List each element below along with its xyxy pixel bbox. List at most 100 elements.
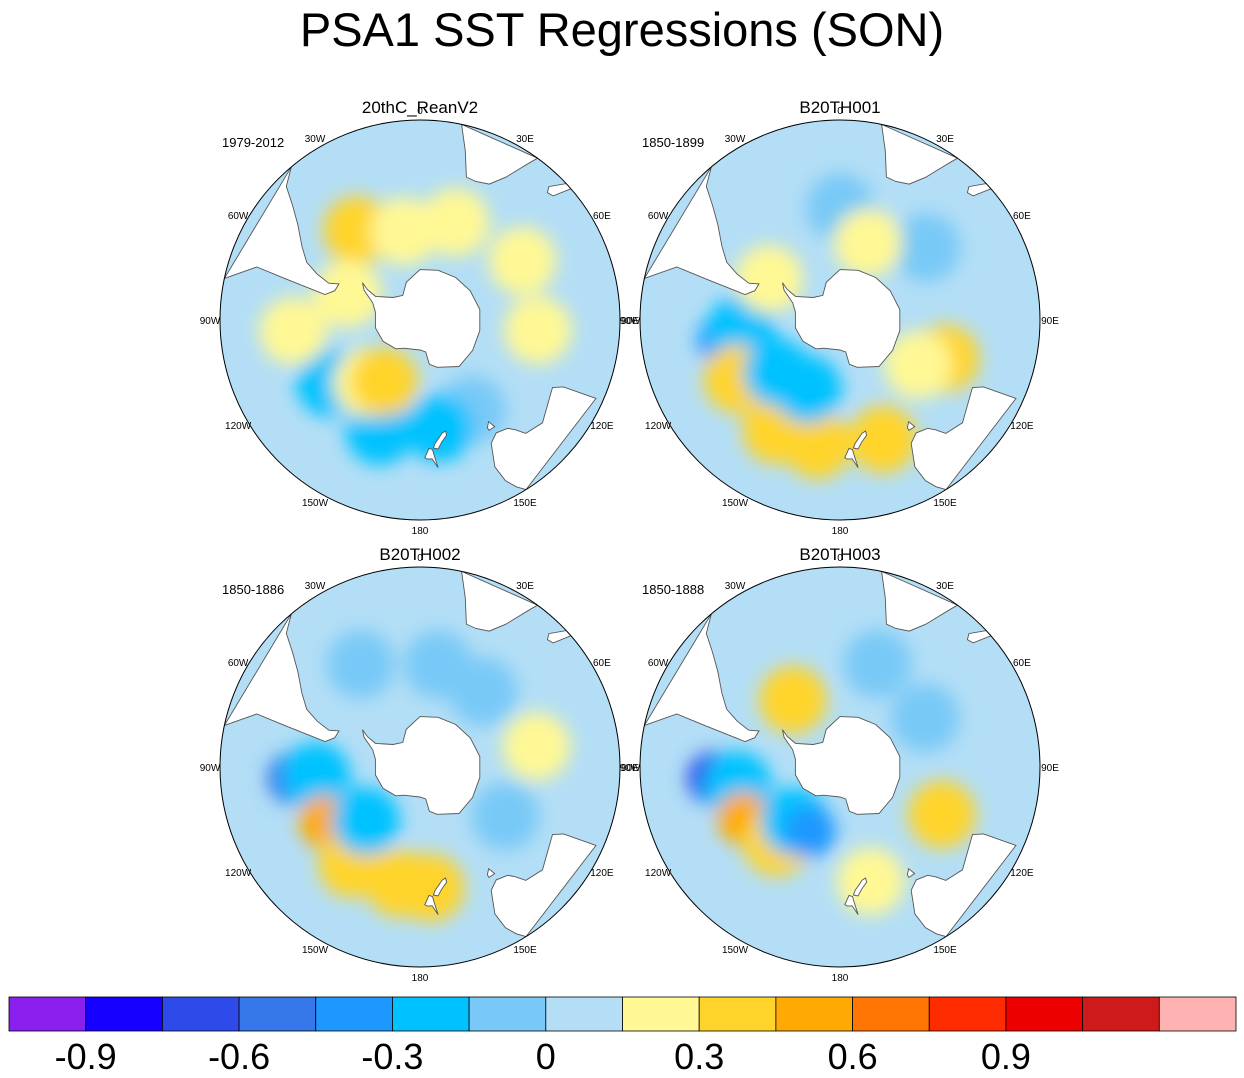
colorbar-swatch	[468, 996, 547, 1032]
longitude-label: 0	[837, 553, 843, 564]
colorbar-tick-label: -0.6	[208, 1036, 270, 1077]
panel-period: 1850-1886	[222, 582, 284, 597]
antarctica-landmass	[362, 716, 481, 815]
longitude-label: 150W	[302, 498, 329, 509]
anomaly-blob	[350, 347, 419, 416]
longitude-label: 180	[412, 973, 429, 984]
longitude-label: 0	[417, 553, 423, 564]
tasmania-landmass	[906, 420, 916, 432]
africa-landmass	[881, 123, 959, 185]
map-border	[219, 566, 621, 968]
longitude-label: 90E	[621, 316, 639, 327]
new-zealand-south-landmass	[852, 430, 868, 450]
anomaly-blob	[488, 226, 557, 295]
colorbar-swatch	[1158, 996, 1237, 1032]
madagascar-landmass	[546, 183, 572, 197]
longitude-label: 60E	[1013, 658, 1031, 669]
colorbar-swatch	[392, 996, 470, 1032]
colorbar-swatch	[161, 996, 240, 1032]
colorbar-swatch	[698, 996, 777, 1032]
longitude-label: 60E	[593, 211, 611, 222]
longitude-label: 90W	[620, 316, 641, 327]
map-border	[219, 119, 621, 521]
anomaly-blob	[502, 712, 571, 781]
new-zealand-south-landmass	[432, 430, 448, 450]
longitude-label: 150E	[513, 498, 537, 509]
antarctica-landmass	[782, 716, 901, 815]
anomaly-blob	[891, 683, 960, 752]
colorbar-swatch	[85, 996, 163, 1032]
map-panel-3: B20TH002 1850-1886 0 30E 60E 90E 120E 150E 180 15…	[200, 545, 640, 984]
new-zealand-north-landmass	[844, 447, 859, 468]
longitude-label: 150W	[722, 498, 749, 509]
anomaly-blob	[849, 405, 918, 474]
longitude-label: 120E	[1010, 421, 1034, 432]
colorbar-tick-label: -0.3	[361, 1036, 423, 1077]
colorbar-tick-label: -0.9	[55, 1036, 117, 1077]
colorbar-tick-label: 0.3	[674, 1036, 724, 1077]
anomaly-blob	[282, 742, 351, 811]
longitude-label: 30W	[725, 134, 746, 145]
colorbar-swatch	[315, 996, 393, 1032]
longitude-label: 30E	[516, 581, 534, 592]
longitude-label: 90W	[200, 763, 221, 774]
anomaly-blob	[759, 665, 827, 734]
anomaly-blob	[259, 297, 328, 366]
new-zealand-south-landmass	[852, 877, 868, 897]
longitude-label: 90E	[1041, 763, 1059, 774]
colorbar-swatch	[775, 996, 853, 1032]
longitude-label: 30W	[725, 581, 746, 592]
figure-title: PSA1 SST Regressions (SON)	[299, 3, 945, 56]
longitude-label: 60W	[648, 658, 669, 669]
colorbar-swatch	[8, 996, 87, 1032]
anomaly-blob	[834, 209, 902, 277]
colorbar-tick-label: 0.9	[981, 1036, 1031, 1077]
map-panel-1: 20thC_ReanV2 1979-2012 0 30E 60E 90E 120E 150E 1…	[200, 98, 640, 537]
south-america-landmass	[223, 613, 340, 742]
anomaly-blob	[331, 787, 400, 856]
africa-landmass	[881, 570, 959, 632]
anomaly-blob	[836, 847, 905, 916]
longitude-label: 120E	[1010, 868, 1034, 879]
map-panel-2: B20TH001 1850-1899 0 30E 60E 90E 120E 150E 180 15…	[620, 98, 1060, 537]
longitude-label: 30W	[305, 581, 326, 592]
tasmania-landmass	[486, 867, 496, 879]
anomaly-blob	[783, 411, 852, 480]
anomaly-blob	[908, 780, 976, 849]
map-border	[639, 566, 1041, 968]
longitude-label: 150E	[933, 498, 957, 509]
longitude-label: 30W	[305, 134, 326, 145]
colorbar-swatch	[852, 996, 930, 1032]
longitude-label: 120W	[225, 421, 252, 432]
tasmania-landmass	[906, 867, 916, 879]
longitude-label: 90W	[200, 316, 221, 327]
longitude-label: 120W	[225, 868, 252, 879]
longitude-label: 180	[832, 973, 849, 984]
colorbar-swatch	[238, 996, 317, 1032]
longitude-label: 30E	[516, 134, 534, 145]
longitude-label: 180	[832, 526, 849, 537]
longitude-label: 30E	[936, 581, 954, 592]
longitude-label: 120W	[645, 868, 672, 879]
longitude-label: 60W	[228, 658, 249, 669]
new-zealand-north-landmass	[424, 447, 439, 468]
anomaly-blob	[405, 394, 473, 462]
colorbar-swatch	[928, 996, 1007, 1032]
panel-period: 1979-2012	[222, 135, 284, 150]
tasmania-landmass	[486, 420, 496, 432]
longitude-label: 90E	[621, 763, 639, 774]
panel-title: B20TH003	[799, 545, 880, 564]
anomaly-blob	[421, 188, 490, 257]
longitude-label: 120E	[590, 868, 614, 879]
colorbar-tick-label: 0.6	[828, 1036, 878, 1077]
colorbar-tick-label: 0	[536, 1036, 556, 1077]
colorbar-swatch	[1082, 996, 1160, 1032]
longitude-label: 150E	[513, 945, 537, 956]
longitude-label: 60W	[648, 211, 669, 222]
madagascar-landmass	[966, 630, 992, 644]
australia-landmass	[910, 833, 1017, 938]
longitude-label: 60W	[228, 211, 249, 222]
anomaly-blob	[773, 355, 842, 424]
panel-title: B20TH002	[379, 545, 460, 564]
